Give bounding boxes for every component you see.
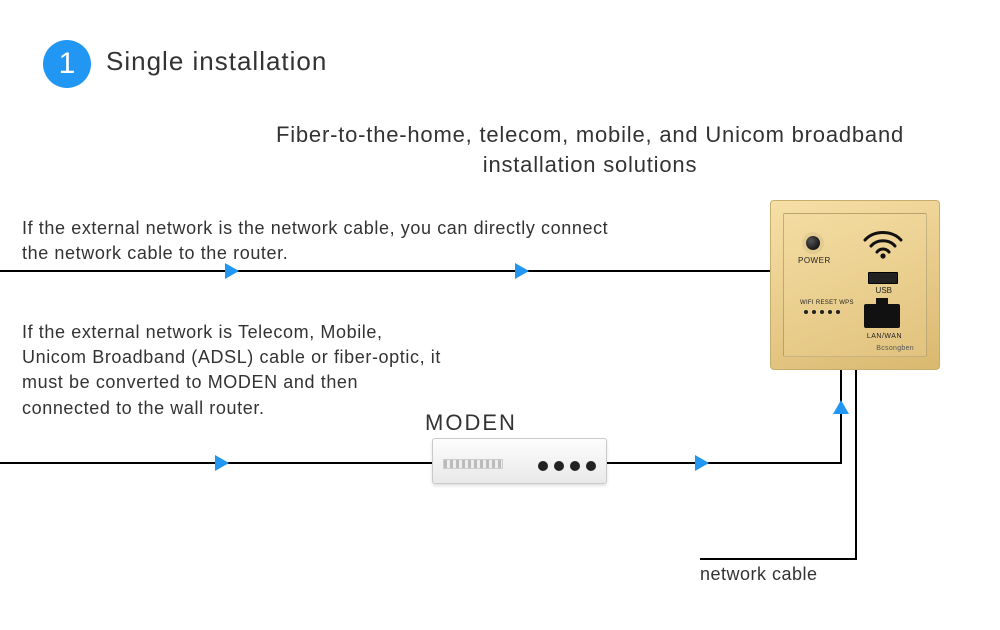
power-label: POWER	[798, 256, 831, 265]
step-number-badge: 1	[43, 40, 91, 88]
modem-vents	[443, 459, 503, 469]
lanwan-label: LAN/WAN	[867, 333, 902, 340]
modem-label: MODEN	[425, 410, 517, 436]
step-title: Single installation	[106, 46, 327, 77]
wall-router: POWER USB WIFI RESET WPS LAN/WAN Bcsongb…	[770, 200, 940, 370]
usb-port-icon	[868, 272, 898, 284]
line-router-down	[855, 370, 857, 560]
line-modem-v	[840, 370, 842, 464]
scenario-2-text: If the external network is Telecom, Mobi…	[22, 320, 452, 421]
router-faceplate: POWER USB WIFI RESET WPS LAN/WAN Bcsongb…	[783, 213, 927, 357]
line-netcable-h	[700, 558, 857, 560]
subtitle: Fiber-to-the-home, telecom, mobile, and …	[270, 120, 910, 179]
rj45-port-icon	[864, 304, 900, 328]
network-cable-label: network cable	[700, 564, 818, 585]
line-modem-h	[607, 462, 842, 464]
line-ext-to-router	[0, 270, 770, 272]
arrow-icon	[215, 455, 229, 471]
diagram-canvas: 1 Single installation Fiber-to-the-home,…	[0, 0, 1000, 630]
arrow-icon	[515, 263, 529, 279]
status-leds-icon	[804, 310, 840, 314]
arrow-icon	[225, 263, 239, 279]
arrow-icon	[695, 455, 709, 471]
power-led-icon	[806, 236, 820, 250]
wifi-icon	[862, 226, 904, 260]
scenario-1-text: If the external network is the network c…	[22, 216, 622, 266]
leds-label: WIFI RESET WPS	[800, 300, 854, 306]
modem-ports	[538, 461, 596, 471]
arrow-up-icon	[833, 400, 849, 414]
modem-device	[432, 438, 607, 484]
brand-label: Bcsongben	[876, 345, 914, 352]
usb-label: USB	[876, 286, 892, 295]
